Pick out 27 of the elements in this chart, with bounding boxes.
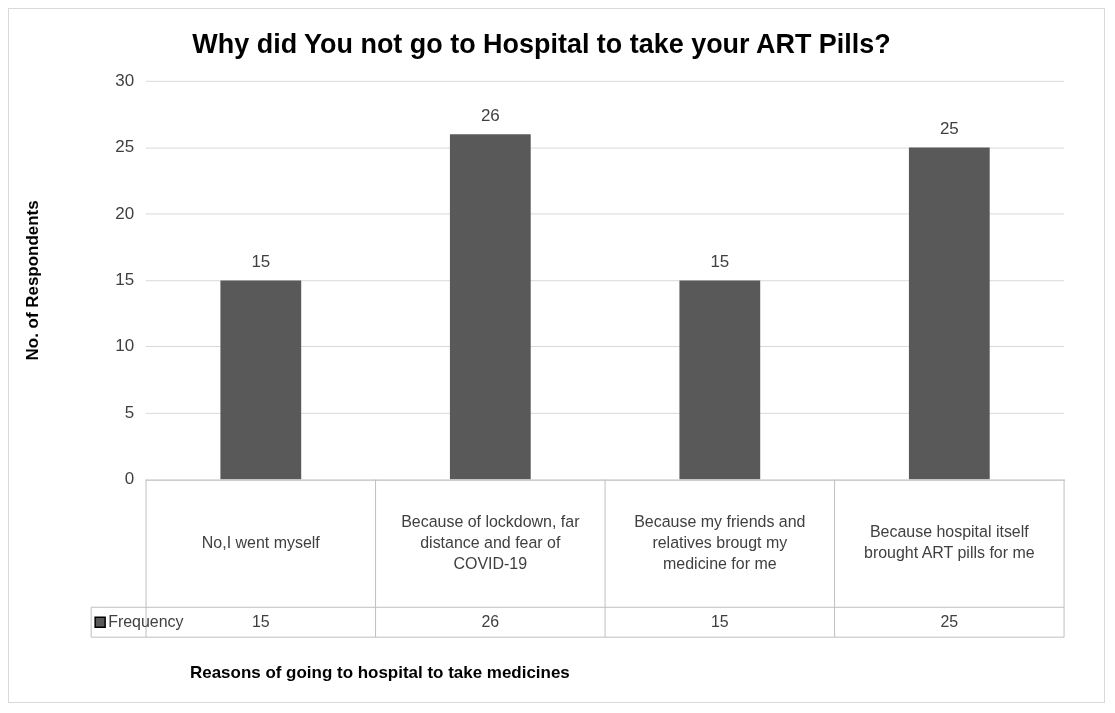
text: 26	[480, 105, 500, 125]
bar	[679, 280, 761, 480]
y-tick-label: 10	[115, 336, 135, 356]
y-tick-label: 15	[115, 270, 135, 290]
data-label: 25	[940, 612, 959, 630]
x-tick-label: Because of lockdown, far distance and fear of COVID-19	[401, 512, 581, 572]
x-tick-label: Because my friends and relatives brougt my medicine for me	[634, 512, 806, 572]
y-tick-label: 25	[115, 137, 135, 157]
y-tick-label: 30	[115, 70, 135, 90]
data-label: 15	[251, 612, 270, 630]
text: 25	[939, 118, 959, 138]
bar	[220, 280, 302, 480]
x-tick-label: No,I went myself	[201, 533, 321, 551]
y-axis-title: No. of Respondents	[22, 200, 42, 361]
text: Reasons of going to hospital to take medicines	[189, 662, 570, 682]
bar	[908, 147, 990, 480]
text: 15	[251, 251, 271, 271]
x-tick-label: Because hospital itself brought ART pills for me	[864, 523, 1035, 562]
data-label: 15	[710, 612, 729, 630]
text: 15	[710, 251, 730, 271]
data-label: 26	[481, 612, 500, 630]
bar	[449, 134, 531, 480]
chart-title: Why did You not go to Hospital to take your ART Pills?	[192, 28, 891, 59]
y-tick-label: 20	[115, 203, 135, 223]
y-tick-label: 0	[124, 469, 135, 489]
y-tick-label: 5	[124, 402, 135, 422]
legend-label: Frequency	[108, 612, 184, 630]
